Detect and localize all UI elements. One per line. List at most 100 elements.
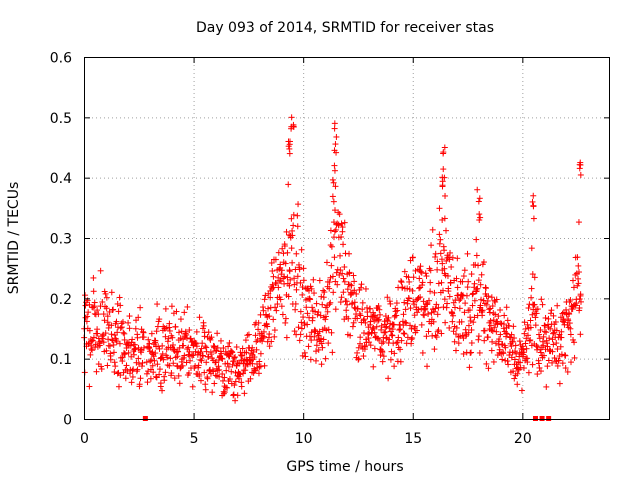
data-point — [288, 245, 295, 252]
data-point — [125, 319, 132, 326]
data-point — [316, 277, 323, 284]
data-point — [198, 357, 205, 364]
data-point — [337, 267, 344, 274]
data-point — [545, 357, 552, 364]
data-point — [441, 247, 448, 254]
data-point — [470, 319, 477, 326]
data-point — [510, 323, 517, 330]
data-point — [536, 364, 543, 371]
data-point — [436, 231, 443, 238]
data-point — [110, 349, 117, 356]
data-point — [275, 249, 282, 256]
data-point — [400, 311, 407, 318]
data-point — [208, 334, 215, 341]
data-point — [509, 349, 516, 356]
data-point — [326, 285, 333, 292]
data-point — [217, 337, 224, 344]
data-point — [379, 358, 386, 365]
data-point — [299, 284, 306, 291]
data-point — [211, 343, 218, 350]
data-point — [358, 281, 365, 288]
data-point — [432, 254, 439, 261]
data-point — [298, 246, 305, 253]
data-point — [103, 305, 110, 312]
data-point — [378, 340, 385, 347]
y-tick-label: 0.1 — [50, 352, 72, 368]
data-point — [251, 354, 258, 361]
data-point — [344, 286, 351, 293]
data-point — [351, 299, 358, 306]
data-point — [481, 327, 488, 334]
data-point — [343, 307, 350, 314]
data-point — [554, 346, 561, 353]
data-point — [330, 219, 337, 226]
x-axis-ticks: 0 5 10 15 20 — [80, 57, 532, 447]
data-point — [436, 205, 443, 212]
data-point — [486, 306, 493, 313]
data-point — [225, 363, 232, 370]
data-point — [531, 301, 538, 308]
data-point — [333, 133, 340, 140]
data-point — [351, 304, 358, 311]
data-point — [374, 335, 381, 342]
data-point — [229, 361, 236, 368]
data-point — [338, 234, 345, 241]
data-point — [116, 340, 123, 347]
data-point — [151, 357, 158, 364]
data-point — [564, 368, 571, 375]
data-point — [176, 380, 183, 387]
data-point — [143, 370, 150, 377]
data-point — [89, 337, 96, 344]
data-point — [165, 335, 172, 342]
data-point — [521, 330, 528, 337]
data-point — [332, 183, 339, 190]
data-point — [261, 333, 268, 340]
data-point — [441, 215, 448, 222]
data-point — [464, 284, 471, 291]
data-point — [385, 375, 392, 382]
data-point — [156, 371, 163, 378]
data-point — [347, 332, 354, 339]
data-point — [166, 320, 173, 327]
data-point — [257, 350, 264, 357]
data-point — [98, 366, 105, 373]
data-point — [547, 325, 554, 332]
data-point — [360, 353, 367, 360]
data-point — [173, 308, 180, 315]
data-point — [430, 318, 437, 325]
data-point — [474, 186, 481, 193]
data-point — [340, 289, 347, 296]
data-point — [307, 356, 314, 363]
data-point — [345, 315, 352, 322]
data-point — [504, 358, 511, 365]
data-point — [350, 272, 357, 279]
data-point — [118, 324, 125, 331]
data-point — [139, 359, 146, 366]
data-point — [164, 362, 171, 369]
data-point — [478, 271, 485, 278]
data-point — [454, 284, 461, 291]
data-point — [403, 320, 410, 327]
data-point — [558, 351, 565, 358]
data-point — [226, 376, 233, 383]
data-point — [433, 334, 440, 341]
data-point — [169, 334, 176, 341]
data-point — [397, 358, 404, 365]
data-point — [522, 325, 529, 332]
data-point — [278, 267, 285, 274]
data-point — [110, 306, 117, 313]
data-point — [440, 150, 447, 157]
data-point — [527, 337, 534, 344]
data-point — [321, 289, 328, 296]
data-point — [357, 312, 364, 319]
data-point — [149, 362, 156, 369]
data-point — [132, 346, 139, 353]
data-point — [283, 228, 290, 235]
data-point — [409, 335, 416, 342]
data-point — [327, 227, 334, 234]
data-point — [461, 309, 468, 316]
data-point — [200, 353, 207, 360]
data-point — [117, 325, 124, 332]
data-point — [575, 219, 582, 226]
data-point — [84, 313, 91, 320]
